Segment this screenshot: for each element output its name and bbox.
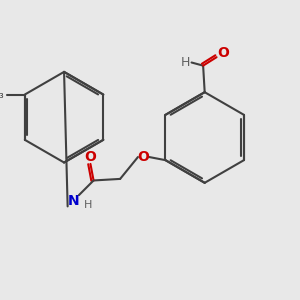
Text: CH₃: CH₃ bbox=[0, 89, 4, 100]
Text: N: N bbox=[68, 194, 79, 208]
Text: O: O bbox=[85, 150, 96, 164]
Text: H: H bbox=[84, 200, 92, 211]
Text: O: O bbox=[218, 46, 230, 60]
Text: H: H bbox=[181, 56, 190, 69]
Text: O: O bbox=[138, 150, 149, 164]
